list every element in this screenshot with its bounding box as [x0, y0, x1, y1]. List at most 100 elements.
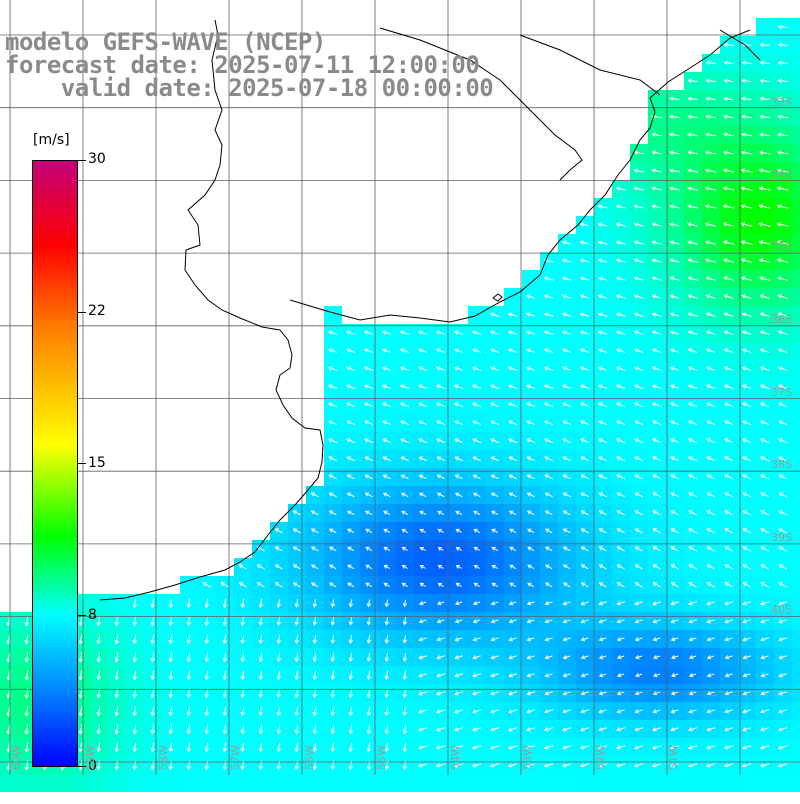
wind-arrow [258, 652, 263, 663]
wind-arrow [652, 691, 661, 696]
wind-cell [234, 774, 252, 792]
wind-arrow [740, 204, 753, 209]
wind-arrow [544, 619, 553, 624]
wind-arrow [545, 582, 553, 588]
wind-arrow [114, 670, 119, 681]
wind-arrow [418, 619, 427, 624]
wind-arrow [777, 294, 788, 299]
wind-arrow [78, 616, 83, 627]
wind-arrow [509, 564, 517, 570]
wind-arrow [545, 564, 553, 570]
wind-arrow [526, 673, 535, 678]
wind-arrow [347, 528, 355, 534]
wind-arrow [724, 474, 734, 480]
wind-arrow [687, 150, 699, 155]
wind-arrow [455, 510, 463, 515]
wind-arrow [669, 330, 680, 335]
wind-arrow [544, 492, 553, 498]
wind-cell [180, 774, 198, 792]
wind-arrow [24, 742, 29, 753]
wind-arrow [671, 673, 679, 678]
wind-arrow [597, 258, 608, 263]
wind-arrow [24, 724, 29, 735]
wind-arrow [597, 745, 608, 750]
wind-arrow [704, 168, 717, 173]
wind-arrow [527, 564, 535, 570]
wind-arrow [741, 114, 752, 119]
wind-arrow [615, 186, 626, 191]
wind-arrow [240, 706, 245, 717]
lat-label: 39S [771, 531, 792, 544]
wind-arrow [741, 384, 752, 390]
wind-arrow [543, 348, 554, 353]
wind-arrow [544, 673, 553, 678]
wind-arrow [597, 330, 608, 335]
wind-arrow [168, 598, 173, 609]
wind-cell [324, 774, 342, 792]
wind-arrow [688, 673, 697, 678]
wind-arrow [758, 240, 771, 245]
wind-arrow [634, 655, 643, 660]
wind-arrow [418, 420, 428, 426]
wind-arrow [740, 168, 753, 173]
wind-arrow [561, 763, 572, 768]
wind-arrow [490, 474, 499, 480]
wind-arrow [132, 688, 137, 699]
wind-arrow [330, 742, 335, 753]
wind-cell [792, 576, 800, 594]
wind-cell [0, 774, 18, 792]
wind-arrow [507, 727, 518, 732]
wind-arrow [526, 420, 536, 426]
wind-arrow [472, 420, 482, 426]
wind-arrow [760, 456, 770, 462]
wind-arrow [222, 724, 227, 735]
wind-arrow [580, 673, 589, 678]
wind-arrow [455, 564, 462, 569]
wind-arrow [471, 366, 482, 372]
wind-arrow [328, 456, 338, 462]
wind-arrow [669, 745, 680, 750]
wind-cell [792, 666, 800, 684]
wind-arrow [402, 724, 407, 735]
wind-arrow [760, 637, 769, 642]
wind-arrow [292, 510, 301, 516]
wind-arrow [687, 258, 698, 263]
wind-arrow [616, 727, 626, 732]
wind-arrow [366, 706, 371, 717]
wind-arrow [24, 670, 29, 681]
wind-arrow [384, 617, 390, 626]
wind-arrow [616, 474, 626, 480]
wind-arrow [759, 366, 770, 372]
wind-arrow [633, 240, 644, 245]
wind-arrow [454, 655, 463, 660]
wind-arrow [168, 616, 173, 627]
wind-arrow [114, 706, 119, 717]
wind-cell [666, 774, 684, 792]
wind-arrow [598, 456, 608, 462]
wind-cell [288, 774, 306, 792]
wind-arrow [348, 670, 353, 681]
wind-arrow [312, 634, 317, 645]
wind-arrow [453, 763, 464, 768]
wind-arrow [580, 438, 590, 444]
wind-arrow [652, 655, 661, 660]
wind-arrow [724, 673, 733, 678]
wind-arrow [490, 402, 500, 408]
wind-arrow [276, 634, 281, 645]
wind-arrow [417, 727, 428, 732]
wind-arrow [742, 510, 752, 516]
wind-arrow [597, 366, 608, 372]
island-outline [492, 293, 503, 302]
wind-arrow [633, 276, 644, 281]
wind-arrow [669, 186, 680, 191]
wind-arrow [292, 582, 301, 588]
wind-arrow [706, 637, 715, 642]
wind-arrow [777, 276, 789, 281]
wind-cell [792, 126, 800, 144]
wind-arrow [328, 474, 337, 480]
wind-arrow [688, 709, 697, 714]
wind-arrow [687, 114, 698, 119]
wind-arrow [706, 420, 716, 426]
wind-arrow [274, 564, 283, 570]
colorbar-tick-label: 30 [88, 151, 106, 167]
